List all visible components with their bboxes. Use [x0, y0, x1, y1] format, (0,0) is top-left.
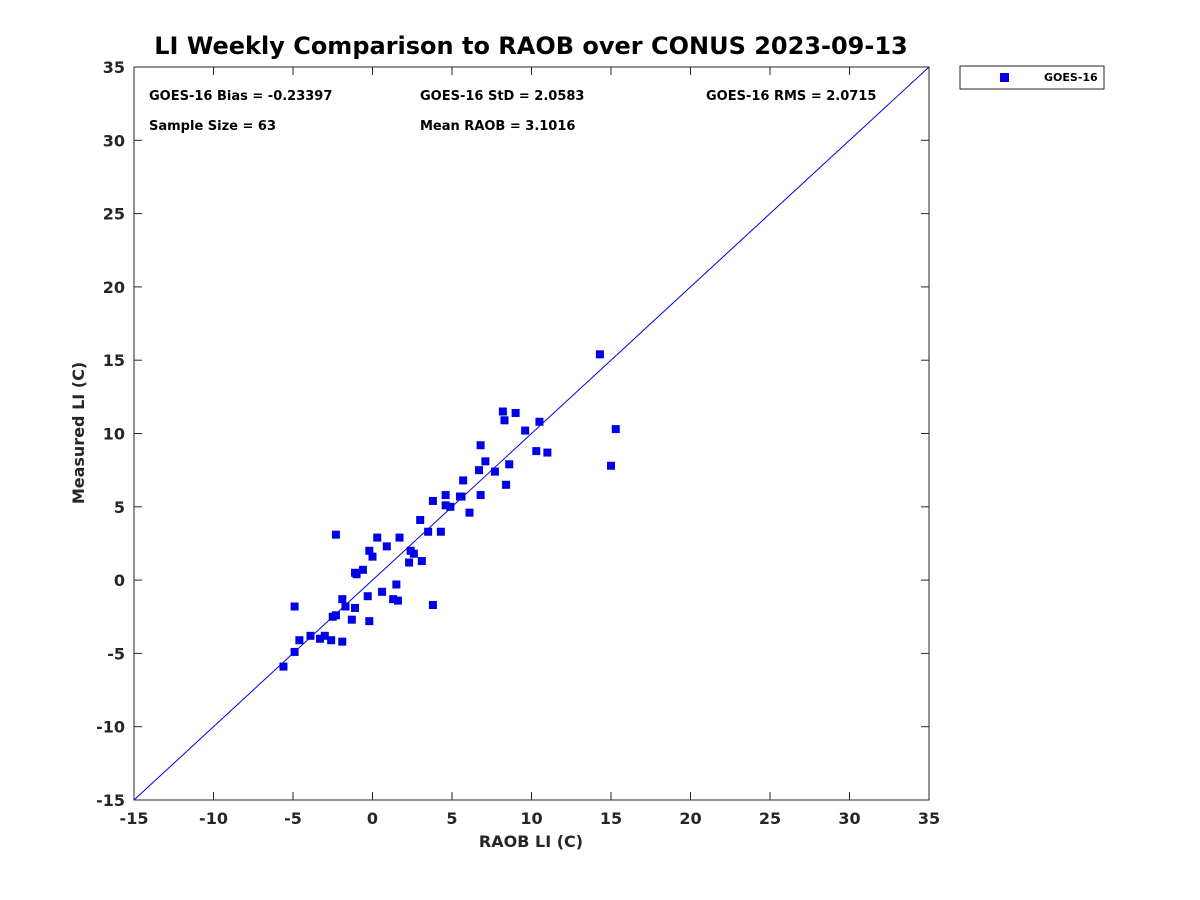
- data-point: [351, 603, 360, 612]
- data-point: [441, 491, 450, 500]
- y-tick-label: 15: [103, 351, 125, 370]
- data-point: [351, 568, 360, 577]
- data-point: [395, 533, 404, 542]
- data-point: [392, 580, 401, 589]
- data-point: [607, 461, 615, 470]
- data-point: [320, 631, 329, 640]
- data-point: [424, 527, 433, 536]
- data-point: [368, 552, 377, 561]
- data-point: [373, 533, 382, 542]
- y-tick-label: 30: [103, 131, 125, 150]
- goes-16-series: [279, 350, 620, 671]
- data-point: [405, 558, 414, 567]
- x-axis: -15 -10 -5 0 5 10 15 20 25 30 35: [120, 67, 940, 828]
- y-tick-label: -5: [107, 644, 125, 663]
- chart-title: LI Weekly Comparison to RAOB over CONUS …: [154, 32, 907, 60]
- y-tick-label: 20: [103, 278, 125, 297]
- data-point: [331, 530, 340, 539]
- data-point: [441, 501, 450, 510]
- data-point: [521, 426, 530, 435]
- data-point: [535, 417, 544, 426]
- data-point: [279, 662, 288, 671]
- x-tick-label: 15: [600, 809, 622, 828]
- data-point: [543, 448, 552, 457]
- stats-annotations: GOES-16 Bias = -0.23397 GOES-16 StD = 2.…: [149, 89, 876, 134]
- data-point: [295, 636, 304, 645]
- data-point: [481, 457, 490, 466]
- data-point: [389, 595, 398, 604]
- y-axis: -15 -10 -5 0 5 10 15 20 25 30 35: [96, 58, 929, 810]
- x-tick-label: -10: [199, 809, 228, 828]
- y-tick-label: 25: [103, 205, 125, 224]
- data-point: [446, 502, 455, 511]
- data-point: [290, 647, 299, 656]
- data-point: [382, 542, 391, 551]
- mean-raob-stat: Mean RAOB = 3.1016: [420, 119, 575, 134]
- legend-label-goes-16: GOES-16: [1044, 71, 1098, 84]
- x-tick-label: 5: [446, 809, 457, 828]
- data-point: [465, 508, 474, 517]
- data-point: [347, 615, 356, 624]
- one-to-one-reference-line: [133, 66, 930, 801]
- x-axis-label: RAOB LI (C): [479, 832, 583, 851]
- y-tick-label: 0: [114, 571, 125, 590]
- rms-stat: GOES-16 RMS = 2.0715: [706, 89, 876, 104]
- data-point: [341, 602, 350, 611]
- x-tick-label: -15: [120, 809, 149, 828]
- y-tick-label: -10: [96, 718, 125, 737]
- data-point: [327, 636, 336, 645]
- x-tick-label: 20: [679, 809, 701, 828]
- data-point: [611, 425, 620, 434]
- data-point: [428, 601, 437, 610]
- data-point: [365, 546, 374, 555]
- data-point: [290, 602, 299, 611]
- bias-stat: GOES-16 Bias = -0.23397: [149, 89, 332, 104]
- data-point: [511, 408, 520, 417]
- legend-marker-square: [1000, 73, 1009, 82]
- data-point: [457, 492, 466, 501]
- y-tick-label: -15: [96, 791, 125, 810]
- data-point: [532, 447, 541, 456]
- data-point: [363, 592, 372, 601]
- x-tick-label: 35: [918, 809, 940, 828]
- x-tick-label: -5: [284, 809, 302, 828]
- data-point: [416, 515, 425, 524]
- x-tick-label: 0: [367, 809, 378, 828]
- sample-size-stat: Sample Size = 63: [149, 119, 276, 134]
- legend: GOES-16: [959, 65, 1105, 90]
- data-point: [490, 467, 499, 476]
- data-point: [475, 466, 484, 475]
- x-tick-label: 25: [759, 809, 781, 828]
- x-tick-label: 10: [520, 809, 542, 828]
- data-point: [476, 441, 485, 450]
- y-axis-label: Measured LI (C): [69, 362, 88, 504]
- y-tick-label: 10: [103, 425, 125, 444]
- legend-box: [959, 65, 1105, 90]
- data-point: [595, 350, 604, 359]
- data-point: [358, 565, 367, 574]
- data-point: [476, 491, 485, 500]
- x-tick-label: 30: [838, 809, 860, 828]
- data-point: [338, 637, 347, 646]
- data-point: [378, 587, 387, 596]
- y-tick-label: 35: [103, 58, 125, 77]
- data-point: [500, 416, 509, 425]
- data-point: [365, 617, 374, 626]
- y-tick-label: 5: [114, 498, 125, 517]
- std-stat: GOES-16 StD = 2.0583: [420, 89, 584, 104]
- data-point: [459, 476, 468, 485]
- data-point: [393, 596, 402, 605]
- data-point: [436, 527, 445, 536]
- data-point: [331, 611, 340, 620]
- data-point: [428, 496, 437, 505]
- data-point: [505, 460, 514, 469]
- data-point: [316, 634, 325, 643]
- data-point: [417, 557, 426, 566]
- data-point: [338, 595, 347, 604]
- data-point: [502, 480, 511, 489]
- data-point: [409, 549, 418, 558]
- data-point: [498, 407, 507, 416]
- data-point: [306, 631, 315, 640]
